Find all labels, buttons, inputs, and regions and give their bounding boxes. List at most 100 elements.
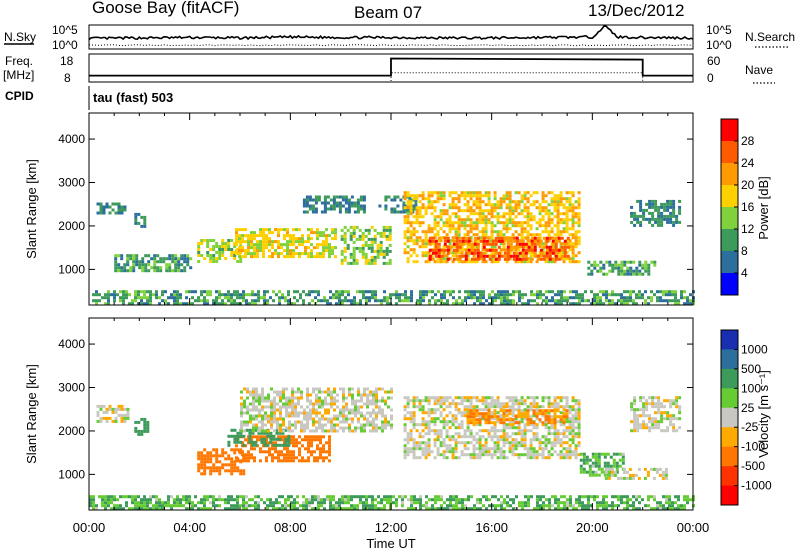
velocity-cell-4 — [289, 441, 292, 445]
power-cell-0 — [311, 299, 314, 303]
power-cell-1 — [114, 202, 118, 206]
power-cell-12 — [657, 208, 661, 212]
power-cell-0 — [236, 290, 239, 294]
velocity-cell-7 — [541, 447, 545, 451]
power-cell-0 — [422, 299, 425, 303]
velocity-cell-7 — [406, 453, 410, 457]
power-cell-3 — [135, 263, 139, 267]
power-cell-5 — [286, 231, 289, 235]
velocity-cell-0 — [638, 507, 641, 511]
power-cell-0 — [470, 290, 473, 294]
velocity-cell-0 — [602, 498, 605, 502]
velocity-cell-3 — [203, 463, 207, 467]
power-cell-0 — [596, 299, 599, 303]
power-cell-10 — [461, 254, 465, 258]
power-cell-5 — [253, 234, 256, 238]
power-cell-9 — [415, 197, 419, 201]
power-cell-10 — [512, 257, 516, 261]
velocity-cell-0 — [422, 504, 425, 508]
power-cell-7 — [385, 237, 389, 241]
power-cell-12 — [663, 202, 667, 206]
power-cell-0 — [242, 296, 245, 300]
velocity-cell-1 — [126, 416, 130, 420]
velocity-cell-7 — [442, 456, 446, 460]
power-cell-0 — [437, 290, 440, 294]
velocity-cell-6 — [264, 423, 267, 427]
power-cell-6 — [323, 201, 327, 205]
velocity-cell-6 — [255, 417, 258, 421]
velocity-cell-7 — [487, 405, 491, 409]
power-cell-12 — [672, 211, 676, 215]
velocity-cell-6 — [240, 414, 243, 418]
velocity-cell-7 — [412, 438, 416, 442]
power-cell-0 — [263, 302, 266, 306]
velocity-cell-7 — [445, 456, 449, 460]
power-cell-5 — [235, 243, 238, 247]
velocity-cell-0 — [230, 498, 233, 502]
power-cell-8 — [384, 204, 388, 208]
power-cell-9 — [559, 221, 563, 225]
power-cell-0 — [473, 293, 476, 297]
velocity-cell-0 — [473, 504, 476, 508]
power-cell-10 — [428, 248, 432, 252]
velocity-cell-7 — [511, 396, 515, 400]
velocity-cell-5 — [266, 443, 270, 447]
velocity-cell-0 — [428, 498, 431, 502]
power-cell-5 — [280, 246, 283, 250]
velocity-cell-6 — [342, 408, 345, 412]
power-cell-9 — [565, 221, 569, 225]
power-cell-5 — [322, 231, 325, 235]
velocity-cell-7 — [424, 447, 428, 451]
power-cell-0 — [605, 296, 608, 300]
velocity-cell-7 — [427, 420, 431, 424]
velocity-cell-7 — [478, 423, 482, 427]
velocity-cell-3 — [200, 460, 204, 464]
velocity-cell-0 — [293, 504, 296, 508]
velocity-cell-7 — [478, 447, 482, 451]
velocity-cell-6 — [381, 420, 384, 424]
power-cell-7 — [388, 225, 392, 229]
velocity-cell-6 — [273, 408, 276, 412]
cpid-label: CPID — [5, 89, 34, 103]
velocity-cell-6 — [363, 387, 366, 391]
power-cell-12 — [657, 217, 661, 221]
velocity-cell-6 — [363, 417, 366, 421]
power-cell-5 — [289, 237, 292, 241]
velocity-cell-7 — [535, 438, 539, 442]
power-cell-9 — [505, 224, 509, 228]
power-cell-0 — [278, 296, 281, 300]
power-cell-10 — [539, 248, 543, 252]
velocity-cell-0 — [686, 501, 689, 505]
power-cell-9 — [481, 227, 485, 231]
power-cell-10 — [518, 257, 522, 261]
velocity-cell-6 — [351, 420, 354, 424]
velocity-cell-4 — [304, 447, 307, 451]
power-cell-10 — [524, 248, 528, 252]
power-cell-9 — [523, 260, 527, 264]
power-cell-0 — [560, 299, 563, 303]
velocity-cell-0 — [470, 495, 473, 499]
power-cell-0 — [233, 302, 236, 306]
velocity-cell-0 — [527, 501, 530, 505]
velocity-cell-4 — [244, 456, 247, 460]
velocity-cell-3 — [206, 466, 210, 470]
power-cell-5 — [292, 243, 295, 247]
velocity-cell-0 — [494, 495, 497, 499]
power-cell-0 — [431, 290, 434, 294]
power-cell-11 — [599, 266, 603, 270]
power-cell-9 — [574, 236, 578, 240]
velocity-cell-6 — [330, 402, 333, 406]
power-cell-1 — [102, 208, 106, 212]
power-cell-3 — [186, 260, 190, 264]
velocity-cell-7 — [514, 399, 518, 403]
power-cell-3 — [129, 266, 133, 270]
velocity-cell-7 — [487, 450, 491, 454]
power-cell-4 — [236, 260, 240, 263]
power-cell-0 — [170, 296, 173, 300]
power-cell-3 — [153, 260, 157, 264]
power-cell-3 — [168, 257, 172, 261]
power-cell-9 — [418, 206, 422, 210]
power-cell-9 — [472, 260, 476, 264]
power-cell-9 — [415, 254, 419, 258]
